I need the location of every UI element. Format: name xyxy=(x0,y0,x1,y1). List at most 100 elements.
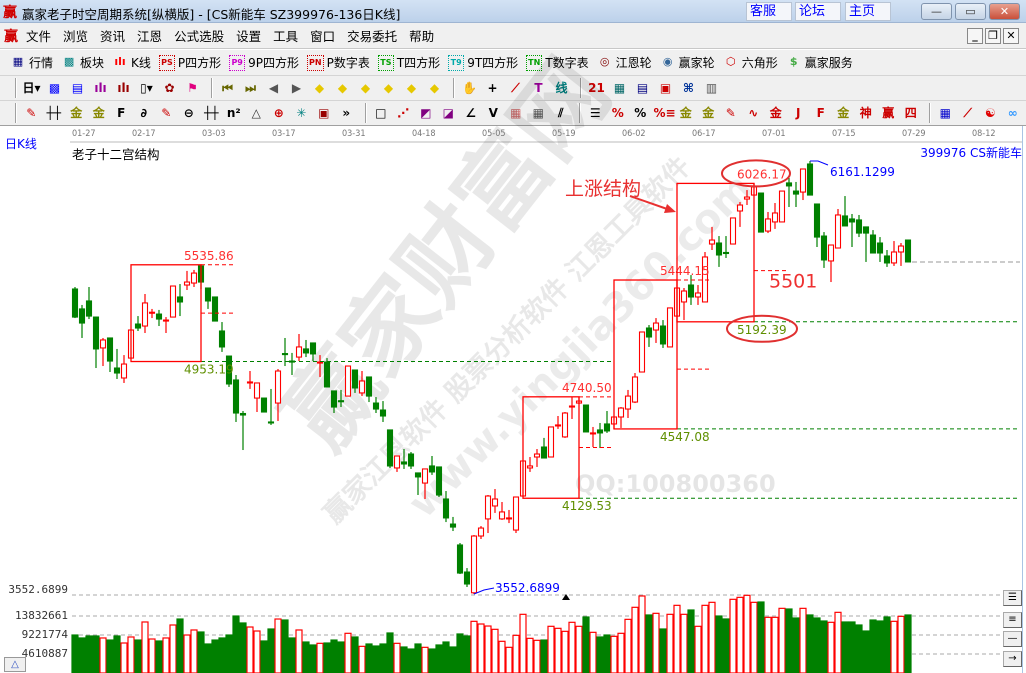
toolbar-t-number-table-button[interactable]: TN T数字表 xyxy=(526,54,589,71)
save-icon[interactable]: ▣ xyxy=(659,80,672,95)
last-bar-icon[interactable]: ⏭ xyxy=(245,80,256,95)
toolbar-grip[interactable] xyxy=(15,103,17,123)
gold-bars-icon[interactable]: 金 xyxy=(70,105,83,120)
pen-icon[interactable]: ✎ xyxy=(26,105,37,120)
menu-item-6[interactable]: 工具 xyxy=(273,29,299,44)
f-angle-icon[interactable]: F xyxy=(816,105,825,120)
toolbar-grip[interactable] xyxy=(15,78,17,98)
homepage-link[interactable]: 主页 xyxy=(845,2,891,21)
stock-map-icon[interactable]: ▩ xyxy=(48,80,61,95)
period-selector-icon[interactable]: 日▾ xyxy=(22,80,41,95)
mdi-minimize-button[interactable]: _ xyxy=(967,28,983,44)
mdi-close-button[interactable]: ✕ xyxy=(1003,28,1019,44)
more-icon[interactable]: » xyxy=(342,105,351,120)
t-shirt-icon[interactable]: T xyxy=(534,80,543,95)
infinity-icon[interactable]: ∞ xyxy=(1007,105,1018,120)
menu-item-0[interactable]: 文件 xyxy=(26,29,52,44)
clipboard-icon[interactable]: ▤ xyxy=(71,80,84,95)
structure-box[interactable] xyxy=(613,279,678,430)
toolbar-sectors-button[interactable]: ▩ 板块 xyxy=(61,54,104,71)
chart-3-icon[interactable]: ılı xyxy=(94,80,107,95)
forum-link[interactable]: 论坛 xyxy=(795,2,841,21)
gold-lines-icon[interactable]: 金 xyxy=(702,105,715,120)
wave-icon[interactable]: ∿ xyxy=(748,105,759,120)
toolbar-9t-square-button[interactable]: T9 9T四方形 xyxy=(448,54,518,71)
toolbar-t-square-button[interactable]: TS T四方形 xyxy=(377,54,440,71)
web-icon[interactable]: ✳ xyxy=(296,105,307,120)
gold-bars-2-icon[interactable]: 金 xyxy=(92,105,105,120)
angle-lines-icon[interactable]: ∠ xyxy=(465,105,477,120)
period-label[interactable]: 日K线 xyxy=(5,137,37,151)
menu-item-4[interactable]: 公式选股 xyxy=(174,29,225,44)
menu-item-5[interactable]: 设置 xyxy=(236,29,262,44)
pen-2-icon[interactable]: ✎ xyxy=(161,105,172,120)
fan-icon[interactable]: ⋰ xyxy=(397,105,410,120)
scroll-left-icon[interactable]: ◀ xyxy=(268,80,279,95)
first-bar-icon[interactable]: ⏮ xyxy=(222,80,233,95)
n-squared-icon[interactable]: n² xyxy=(226,105,241,120)
toolbar-yingjia-service-button[interactable]: $ 赢家服务 xyxy=(786,54,853,71)
mdi-restore-button[interactable]: ❐ xyxy=(985,28,1001,44)
close-button[interactable]: ✕ xyxy=(989,3,1020,20)
toolbar-p-square-button[interactable]: PS P四方形 xyxy=(158,54,221,71)
gold-circle-icon[interactable]: 金 xyxy=(679,105,692,120)
layout-2-button[interactable]: ≡ xyxy=(1003,612,1022,628)
gold-red-icon[interactable]: 金 xyxy=(769,105,782,120)
percent-lines-icon[interactable]: %≡ xyxy=(653,105,676,120)
grid-yellow-icon[interactable]: ▦ xyxy=(939,105,951,120)
grid-icon[interactable]: ▦ xyxy=(510,105,522,120)
crosshair-icon[interactable]: + xyxy=(487,80,498,95)
line-chart-icon[interactable]: ⟋ xyxy=(963,105,972,120)
ying-angle-icon[interactable]: 赢 xyxy=(882,105,895,120)
four-way-icon[interactable]: ◆ xyxy=(429,80,440,95)
menu-item-2[interactable]: 资讯 xyxy=(100,29,126,44)
structure-box[interactable] xyxy=(130,264,202,363)
chart-9-icon[interactable]: ılı xyxy=(117,80,130,95)
move-left-icon[interactable]: ◆ xyxy=(314,80,325,95)
toolbar-yingjia-wheel-button[interactable]: ◉ 赢家轮 xyxy=(660,54,715,71)
si-angle-icon[interactable]: 四 xyxy=(904,105,917,120)
percent-angle-icon[interactable]: % xyxy=(611,105,624,120)
scroll-end-button[interactable]: → xyxy=(1003,651,1022,667)
hand-icon[interactable]: ✋ xyxy=(462,80,477,95)
gold-angle-icon[interactable]: 金 xyxy=(837,105,850,120)
grid-2-icon[interactable]: ▦ xyxy=(532,105,544,120)
toolbar-p-number-table-button[interactable]: PN P数字表 xyxy=(307,54,370,71)
puzzle-icon[interactable]: ✿ xyxy=(164,80,175,95)
scroll-right-icon[interactable]: ▶ xyxy=(291,80,302,95)
ladder-icon[interactable]: ☰ xyxy=(589,105,601,120)
maximize-button[interactable]: ▭ xyxy=(955,3,986,20)
target-icon[interactable]: ⊕ xyxy=(273,105,284,120)
square-fan-2-icon[interactable]: ◪ xyxy=(442,105,454,120)
flag-icon[interactable]: ⚑ xyxy=(187,80,198,95)
collapse-panel-button[interactable]: △ xyxy=(4,657,26,672)
percent-icon[interactable]: % xyxy=(634,105,647,120)
spiral-icon[interactable]: ∂ xyxy=(140,105,148,120)
toolbar-kline-button[interactable]: ılı K线 xyxy=(112,54,151,71)
toolbar-hexagon-button[interactable]: ⬡ 六角形 xyxy=(723,54,778,71)
candle-type-icon[interactable]: ▯▾ xyxy=(140,80,153,95)
calendar-icon[interactable]: 21 xyxy=(588,80,605,95)
calculator-icon[interactable]: ▦ xyxy=(613,80,626,95)
minimize-button[interactable]: — xyxy=(921,3,952,20)
menu-logo-icon[interactable]: 赢 xyxy=(4,28,18,45)
bars-icon[interactable]: ┼┼ xyxy=(46,105,61,120)
toolbar-9p-square-button[interactable]: P9 9P四方形 xyxy=(229,54,299,71)
menu-item-7[interactable]: 窗口 xyxy=(310,29,336,44)
yin-yang-icon[interactable]: ☯ xyxy=(984,105,996,120)
square-web-icon[interactable]: ▣ xyxy=(318,105,330,120)
expand-icon[interactable]: ◆ xyxy=(406,80,417,95)
j-angle-icon[interactable]: J xyxy=(796,105,801,120)
menu-item-3[interactable]: 江恩 xyxy=(137,29,163,44)
layout-3-button[interactable]: ☰ xyxy=(1003,590,1022,606)
structure-box[interactable] xyxy=(676,182,755,323)
pen-3-icon[interactable]: ✎ xyxy=(725,105,736,120)
menu-item-1[interactable]: 浏览 xyxy=(63,29,89,44)
network-icon[interactable]: ⌘ xyxy=(682,80,695,95)
circle-bars-icon[interactable]: ⊖ xyxy=(183,105,194,120)
menu-item-9[interactable]: 帮助 xyxy=(409,29,435,44)
line-text-icon[interactable]: 线 xyxy=(555,80,568,95)
triangle-icon[interactable]: △ xyxy=(251,105,261,120)
toolbar-gann-wheel-button[interactable]: ◎ 江恩轮 xyxy=(597,54,652,71)
